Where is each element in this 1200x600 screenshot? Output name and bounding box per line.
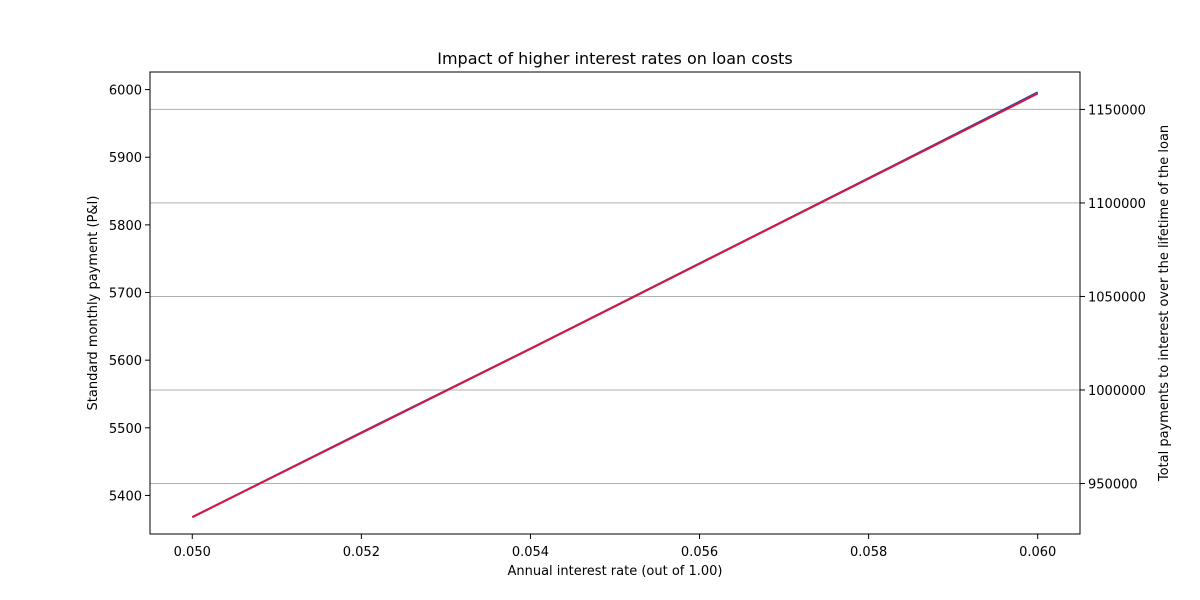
plot-frame [149, 71, 1081, 535]
y-left-axis-ticks: 5400 5500 5600 5700 5800 5900 6000 [109, 84, 150, 504]
y-right-tick-label: 1000000 [1088, 384, 1146, 399]
y-left-tick-label: 5900 [109, 151, 142, 166]
y-left-tick-label: 5400 [109, 489, 142, 504]
x-axis-ticks: 0.050 0.052 0.054 0.056 0.058 0.060 [174, 534, 1056, 560]
series-lines [191, 91, 1039, 519]
y-right-tick-label: 950000 [1088, 477, 1138, 492]
y-right-tick-label: 1050000 [1088, 290, 1146, 305]
x-tick-label: 0.052 [343, 545, 380, 560]
x-tick-label: 0.060 [1019, 545, 1056, 560]
y-left-axis-label: Standard monthly payment (P&I) [86, 196, 101, 411]
gridlines [150, 108, 1080, 484]
chart-title: Impact of higher interest rates on loan … [437, 49, 793, 68]
x-tick-label: 0.058 [850, 545, 887, 560]
y-right-axis-label: Total payments to interest over the life… [1157, 125, 1172, 482]
x-axis-label: Annual interest rate (out of 1.00) [507, 564, 722, 579]
y-left-tick-label: 6000 [109, 84, 142, 99]
x-tick-label: 0.050 [174, 545, 211, 560]
y-right-tick-label: 1100000 [1088, 197, 1146, 212]
y-left-tick-label: 5600 [109, 354, 142, 369]
series-line-2 [191, 92, 1039, 519]
y-left-tick-label: 5700 [109, 287, 142, 302]
x-tick-label: 0.054 [512, 545, 549, 560]
y-left-tick-label: 5800 [109, 219, 142, 234]
x-tick-label: 0.056 [681, 545, 718, 560]
y-left-tick-label: 5500 [109, 422, 142, 437]
y-right-axis-ticks: 950000 1000000 1050000 1100000 1150000 [1080, 103, 1146, 492]
y-right-tick-label: 1150000 [1088, 103, 1146, 118]
